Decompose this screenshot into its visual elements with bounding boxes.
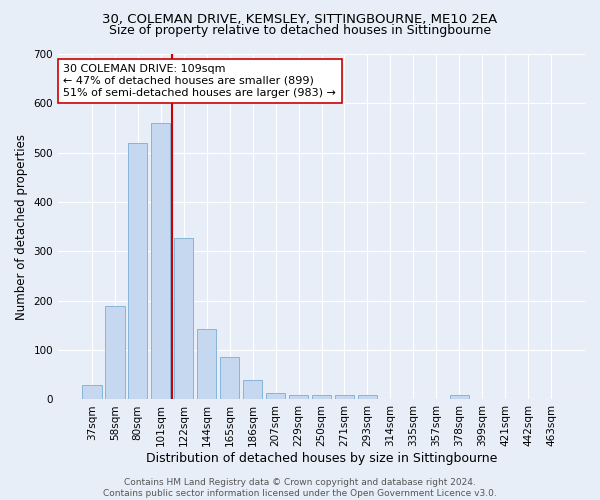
Text: Size of property relative to detached houses in Sittingbourne: Size of property relative to detached ho… [109, 24, 491, 37]
Bar [243, 380, 262, 400]
Bar [82, 384, 101, 400]
Bar [449, 395, 469, 400]
Text: 30, COLEMAN DRIVE, KEMSLEY, SITTINGBOURNE, ME10 2EA: 30, COLEMAN DRIVE, KEMSLEY, SITTINGBOURN… [103, 12, 497, 26]
Bar [128, 143, 148, 400]
Text: 30 COLEMAN DRIVE: 109sqm
← 47% of detached houses are smaller (899)
51% of semi-: 30 COLEMAN DRIVE: 109sqm ← 47% of detach… [64, 64, 336, 98]
Text: Contains HM Land Registry data © Crown copyright and database right 2024.
Contai: Contains HM Land Registry data © Crown c… [103, 478, 497, 498]
Bar [105, 306, 125, 400]
Bar [174, 238, 193, 400]
Bar [358, 395, 377, 400]
Bar [312, 395, 331, 400]
Bar [335, 395, 354, 400]
Bar [151, 123, 170, 400]
Y-axis label: Number of detached properties: Number of detached properties [15, 134, 28, 320]
Bar [266, 393, 286, 400]
Bar [289, 394, 308, 400]
Bar [197, 330, 217, 400]
X-axis label: Distribution of detached houses by size in Sittingbourne: Distribution of detached houses by size … [146, 452, 497, 465]
Bar [220, 357, 239, 400]
